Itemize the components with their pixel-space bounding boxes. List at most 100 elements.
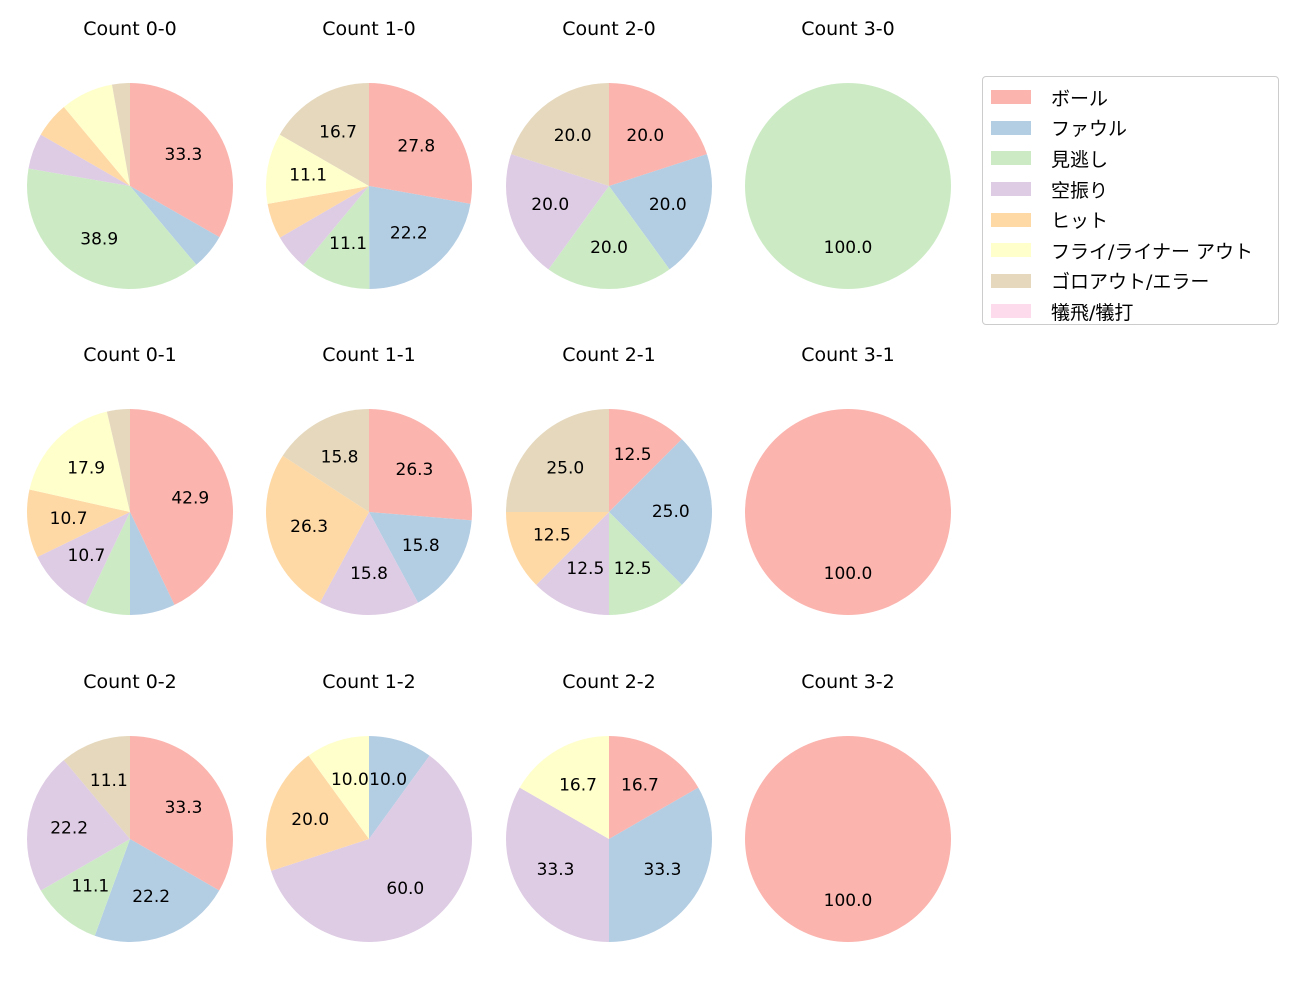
pie-slice xyxy=(27,760,130,891)
pie-slice xyxy=(369,83,472,204)
pie-slice xyxy=(279,83,369,186)
pie-slice xyxy=(609,512,682,615)
pie-slice xyxy=(37,512,130,605)
pie-slice xyxy=(745,736,951,942)
pie-slice xyxy=(63,736,130,839)
pie-slice xyxy=(519,736,609,839)
pie-title: Count 3-2 xyxy=(801,671,895,693)
pie-slice xyxy=(505,787,609,942)
pie-slice xyxy=(27,489,131,558)
legend-label: ゴロアウト/エラー xyxy=(1051,271,1210,294)
slice-label: 60.0 xyxy=(386,879,424,899)
legend-label: ボール xyxy=(1051,87,1109,110)
slice-label: 10.0 xyxy=(369,770,407,790)
slice-label: 25.0 xyxy=(546,458,584,478)
slice-label: 11.1 xyxy=(90,771,128,791)
pie-chart: Count 3-1 100.0 xyxy=(745,344,951,615)
pie-slice xyxy=(40,107,130,186)
legend-swatch xyxy=(991,273,1031,288)
pie-slice xyxy=(130,512,175,615)
pie-chart: Count 2-2 16.7 33.3 33.3 16.7 xyxy=(505,671,713,942)
pie-slice xyxy=(266,755,369,871)
slice-label: 100.0 xyxy=(824,564,873,584)
pie-slice xyxy=(609,409,682,512)
slice-label: 25.0 xyxy=(652,502,690,522)
pie-slice xyxy=(506,409,609,512)
pie-slice xyxy=(130,736,233,891)
legend-item: ヒット xyxy=(983,204,1278,235)
slice-label: 11.1 xyxy=(289,165,327,185)
pie-chart: Count 2-0 20.0 20.0 20.0 20.0 20.0 xyxy=(506,18,712,289)
pie-slice xyxy=(369,512,472,603)
slice-label: 15.8 xyxy=(350,564,388,584)
slice-label: 20.0 xyxy=(590,238,628,258)
legend-label: 見逃し xyxy=(1051,148,1109,171)
legend-item: 空振り xyxy=(983,174,1278,205)
slice-label: 11.1 xyxy=(71,876,109,896)
pie-chart: Count 1-1 26.3 15.8 15.8 26.3 15.8 xyxy=(266,344,472,615)
legend-swatch xyxy=(991,212,1031,227)
pie-slice xyxy=(267,186,369,238)
legend-item: ファウル xyxy=(983,113,1278,144)
pie-title: Count 2-1 xyxy=(562,344,656,366)
slice-label: 20.0 xyxy=(531,195,569,215)
slice-label: 42.9 xyxy=(171,488,209,508)
pie-slice xyxy=(369,736,430,839)
pie-title: Count 1-0 xyxy=(322,18,416,40)
slice-label: 22.2 xyxy=(132,887,170,907)
pie-slice xyxy=(40,839,130,936)
slice-label: 20.0 xyxy=(626,126,664,146)
slice-label: 33.3 xyxy=(644,860,682,880)
legend-label: フライ/ライナー アウト xyxy=(1051,240,1254,263)
slice-label: 16.7 xyxy=(319,122,357,142)
slice-label: 17.9 xyxy=(67,458,105,478)
pie-slice xyxy=(511,83,609,186)
pie-chart: Count 3-2 100.0 xyxy=(745,671,951,942)
pie-slice xyxy=(106,409,130,512)
pie-slice xyxy=(319,512,419,615)
slice-label: 33.3 xyxy=(165,798,203,818)
legend-swatch xyxy=(991,182,1031,197)
pie-slice xyxy=(745,83,951,289)
legend-label: ファウル xyxy=(1051,118,1128,141)
pie-slice xyxy=(271,755,472,942)
pie-slice xyxy=(308,736,369,839)
pie-slice xyxy=(536,512,609,615)
pie-slice xyxy=(130,409,234,605)
slice-label: 38.9 xyxy=(80,230,118,250)
slice-label: 33.3 xyxy=(537,860,575,880)
pie-title: Count 2-2 xyxy=(562,671,656,693)
slice-label: 20.0 xyxy=(554,126,592,146)
legend-swatch xyxy=(991,120,1031,135)
pie-slice xyxy=(506,512,609,585)
legend-item: ゴロアウト/エラー xyxy=(983,266,1278,297)
legend-label: ヒット xyxy=(1051,210,1109,233)
pie-title: Count 1-1 xyxy=(322,344,416,366)
slice-label: 26.3 xyxy=(290,517,328,537)
legend-swatch xyxy=(991,243,1031,258)
pie-slice xyxy=(63,84,130,186)
slice-label: 27.8 xyxy=(397,136,435,156)
slice-label: 11.1 xyxy=(329,234,367,254)
slice-label: 100.0 xyxy=(824,238,873,258)
pie-slice xyxy=(28,134,130,186)
slice-label: 15.8 xyxy=(321,448,359,468)
legend-item: 見逃し xyxy=(983,143,1278,174)
pie-slice xyxy=(282,409,369,512)
pie-chart: Count 1-210.060.020.010.0 xyxy=(266,671,472,942)
pie-title: Count 0-1 xyxy=(83,344,177,366)
pie-chart: Count 0-1 42.9 10.7 10.7 17.9 xyxy=(27,344,234,615)
slice-label: 10.7 xyxy=(68,546,106,566)
pie-slice xyxy=(609,154,712,270)
pie-chart: Count 0-0 33.3 38.9 xyxy=(26,18,233,290)
pie-chart: Count 3-0 100.0 xyxy=(745,18,951,289)
pie-slice xyxy=(303,186,370,289)
pie-chart: Count 2-1 12.5 25.0 12.5 12.5 12.5 25.0 xyxy=(506,344,712,615)
slice-label: 10.0 xyxy=(331,770,369,790)
legend: ボールファウル見逃し空振りヒットフライ/ライナー アウト ゴロアウト/エラー 犠飛/… xyxy=(982,76,1279,325)
legend-label: 犠飛/犠打 xyxy=(1051,301,1134,324)
legend-swatch xyxy=(991,304,1031,319)
pie-title: Count 3-1 xyxy=(801,344,895,366)
